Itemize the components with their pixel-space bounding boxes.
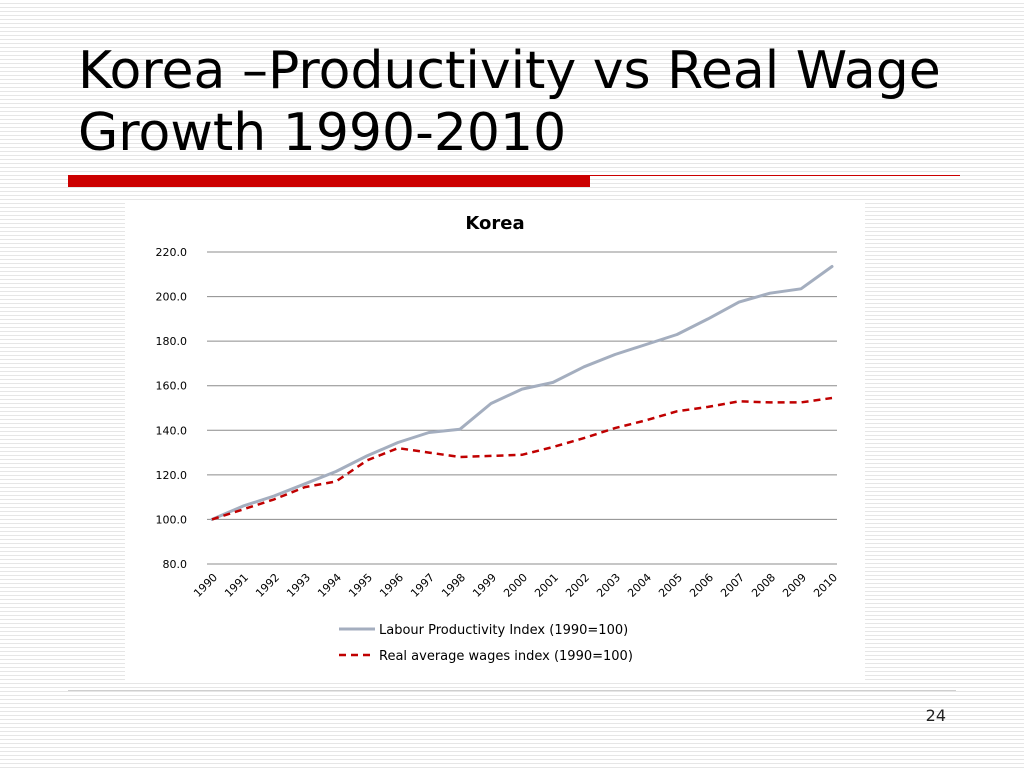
productivity-series-line	[210, 265, 834, 521]
legend-label: Real average wages index (1990=100)	[379, 649, 633, 664]
x-axis-ticks: 1990 1991 1992 1993 1994 1995 1996 1997 1998 1999…	[191, 571, 840, 600]
y-axis-ticks: 80.0 100.0 120.0 140.0 160.0 180.0 200.0 220.0	[156, 246, 188, 571]
x-tick-label: 2010	[811, 571, 840, 600]
y-tick-label: 200.0	[156, 291, 188, 304]
y-tick-label: 100.0	[156, 513, 188, 526]
chart-series	[210, 265, 834, 521]
x-tick-label: 2004	[625, 571, 654, 600]
title-accent-bar	[68, 175, 590, 187]
x-tick-label: 1999	[470, 571, 499, 600]
x-tick-label: 1992	[253, 571, 282, 600]
chart-legend: Labour Productivity Index (1990=100) Real…	[339, 623, 633, 664]
x-tick-label: 1994	[315, 571, 344, 600]
y-tick-label: 140.0	[156, 424, 188, 437]
page-number: 24	[925, 706, 946, 725]
y-tick-label: 80.0	[163, 558, 188, 571]
y-tick-label: 220.0	[156, 246, 188, 259]
x-tick-label: 2002	[563, 571, 592, 600]
wages-series-line	[211, 396, 833, 521]
y-tick-label: 120.0	[156, 469, 188, 482]
x-tick-label: 1991	[222, 571, 251, 600]
x-tick-label: 2000	[501, 571, 530, 600]
x-tick-label: 2006	[687, 571, 716, 600]
line-chart: Korea 80.0 100.0 120.0 140.0 160.0 180.0 200.0…	[156, 213, 841, 664]
x-tick-label: 1995	[346, 571, 375, 600]
title-divider-line	[590, 175, 960, 176]
x-tick-label: 2001	[532, 571, 561, 600]
x-tick-label: 1990	[191, 571, 220, 600]
x-tick-label: 1998	[439, 571, 468, 600]
x-tick-label: 1997	[408, 571, 437, 600]
legend-label: Labour Productivity Index (1990=100)	[379, 623, 628, 638]
chart-gridlines	[207, 251, 837, 565]
x-tick-label: 1993	[284, 571, 313, 600]
x-tick-label: 2003	[594, 571, 623, 600]
slide-title: Korea –Productivity vs Real Wage Growth …	[78, 41, 941, 163]
x-tick-label: 2008	[749, 571, 778, 600]
x-tick-label: 2007	[718, 571, 747, 600]
footer-divider-line	[68, 690, 956, 691]
x-tick-label: 1996	[377, 571, 406, 600]
y-tick-label: 180.0	[156, 335, 188, 348]
chart-title: Korea	[465, 213, 524, 234]
y-tick-label: 160.0	[156, 380, 188, 393]
chart-container: Korea 80.0 100.0 120.0 140.0 160.0 180.0 200.0…	[125, 200, 865, 680]
x-tick-label: 2009	[780, 571, 809, 600]
x-tick-label: 2005	[656, 571, 685, 600]
